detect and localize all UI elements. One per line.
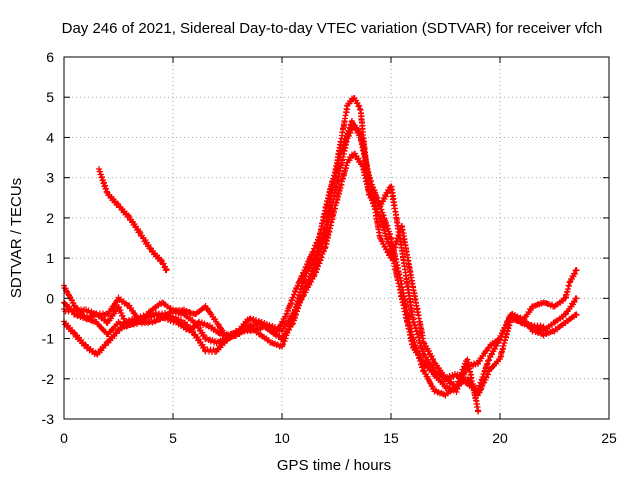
- y-tick-label: 1: [46, 250, 54, 266]
- series-track-d: [61, 118, 482, 415]
- x-axis: 0 5 10 15 20 25: [60, 57, 617, 446]
- point-markers: [96, 166, 170, 274]
- series-track-f: [519, 267, 580, 326]
- series-track-c: [61, 95, 547, 395]
- y-tick-label: 5: [46, 89, 54, 105]
- y-axis: -3 -2 -1 0 1 2 3 4 5 6: [42, 49, 609, 427]
- point-markers: [519, 267, 580, 326]
- x-axis-label: GPS time / hours: [277, 457, 391, 474]
- data-series: [61, 95, 580, 415]
- y-tick-label: 3: [46, 170, 54, 186]
- series-track-e: [96, 166, 170, 274]
- x-tick-label: 20: [492, 430, 508, 446]
- y-tick-label: -2: [42, 371, 55, 387]
- point-markers: [61, 118, 482, 415]
- plot-frame: [63, 56, 610, 420]
- y-tick-label: 2: [46, 210, 54, 226]
- x-tick-label: 0: [60, 430, 68, 446]
- point-markers: [61, 95, 547, 395]
- x-tick-label: 10: [274, 430, 290, 446]
- series-track-b: [61, 150, 580, 395]
- y-axis-label: SDTVAR / TECUs: [8, 178, 25, 298]
- y-tick-label: -3: [42, 411, 55, 427]
- y-tick-label: 6: [46, 49, 54, 65]
- chart-title: Day 246 of 2021, Sidereal Day-to-day VTE…: [62, 20, 603, 37]
- x-tick-label: 15: [383, 430, 399, 446]
- point-markers: [61, 150, 580, 395]
- x-tick-label: 5: [169, 430, 177, 446]
- x-tick-label: 25: [601, 430, 617, 446]
- y-tick-label: 4: [46, 129, 54, 145]
- y-tick-label: 0: [46, 290, 54, 306]
- y-tick-label: -1: [42, 331, 55, 347]
